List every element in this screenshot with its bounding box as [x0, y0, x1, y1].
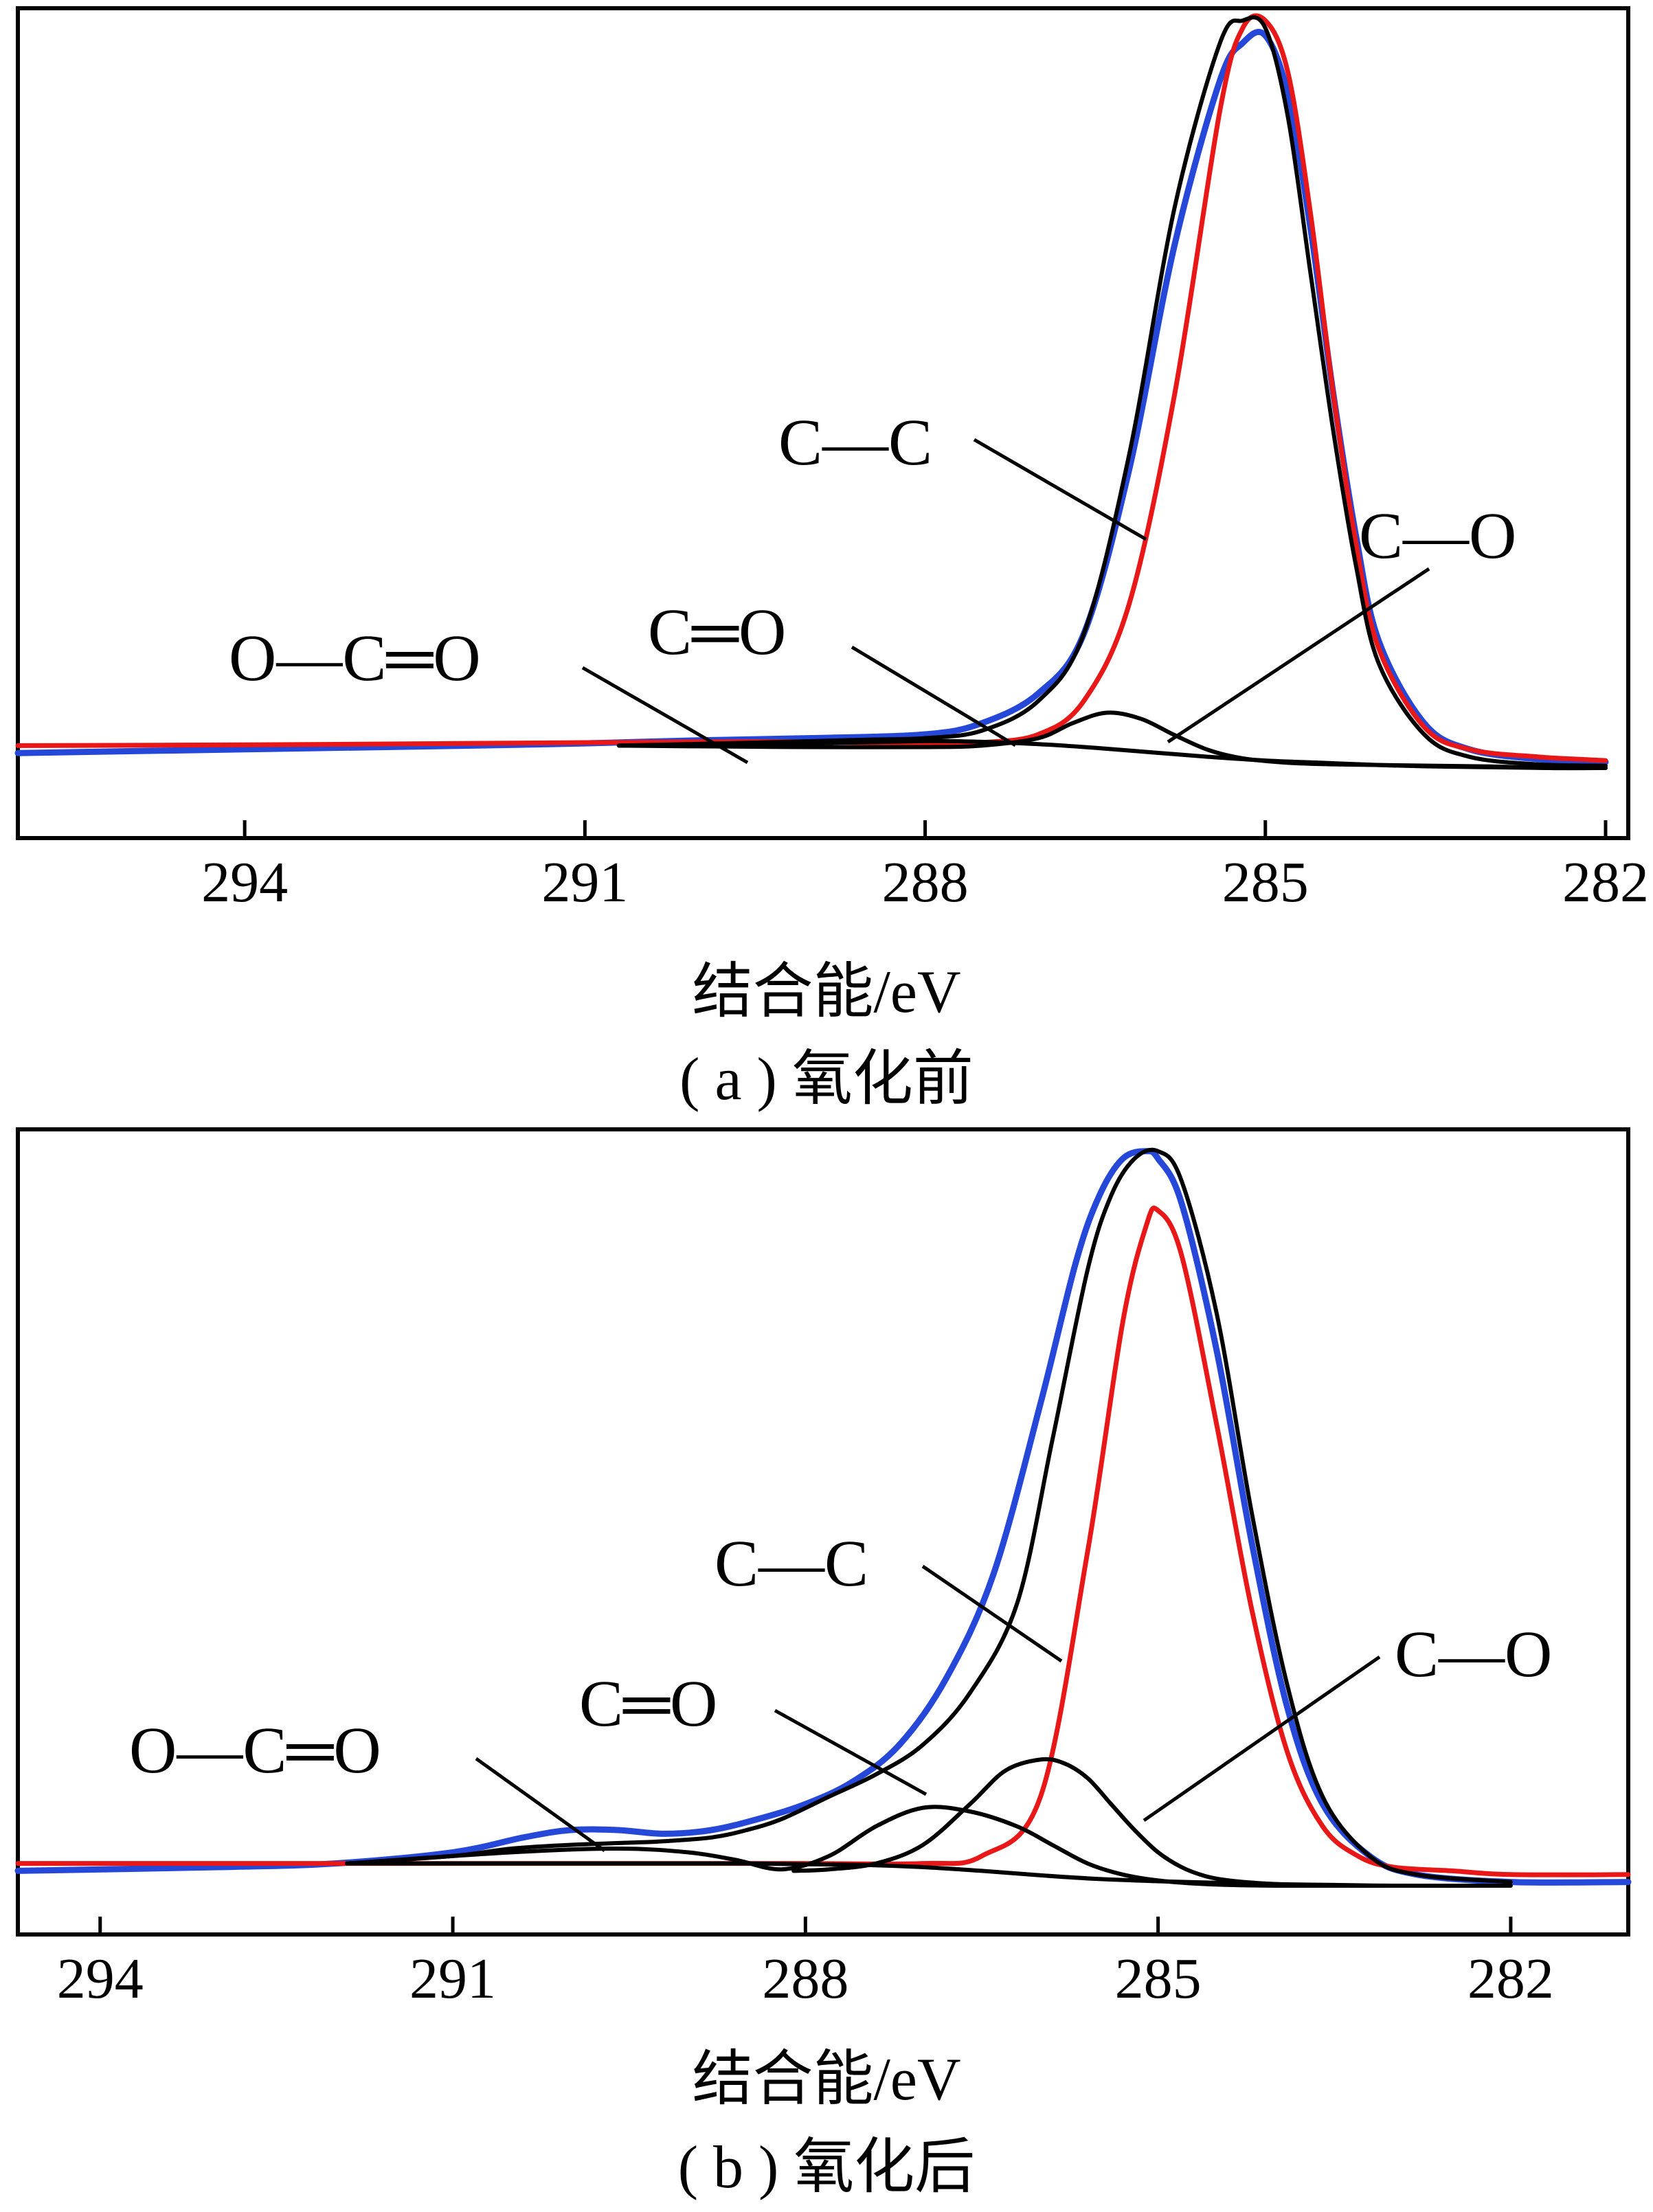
annotation-c-c-a: C—C: [778, 405, 932, 479]
annotation-c-o-a: C—O: [1359, 499, 1516, 572]
series-line-b-0: [14, 1148, 1632, 1886]
x-axis-label-b: 结合能/eV: [692, 2046, 960, 2113]
leader-o-c-dbl-o-a: [581, 666, 749, 765]
x-tick-label-288: 288: [882, 850, 969, 914]
leader-c-dbl-o-a: [851, 645, 1017, 747]
annotations-b: C—C C—O C═O O—C═O: [129, 1526, 1552, 1853]
x-tick-label-285: 285: [1115, 1947, 1202, 2011]
caption-b: ( b ) 氧化后: [678, 2134, 976, 2201]
annotation-c-dbl-o-b: C═O: [579, 1667, 717, 1740]
caption-a: ( a ) 氧化前: [679, 1046, 974, 1113]
x-tick-label-288: 288: [762, 1947, 848, 2011]
plot-frame-a: [16, 6, 1630, 840]
annotation-c-dbl-o-a: C═O: [648, 595, 786, 668]
annotation-c-c-b: C—C: [715, 1526, 868, 1600]
x-tick-label-291: 291: [409, 1947, 496, 2011]
curves-a: [14, 13, 1609, 771]
leader-c-c-a: [973, 438, 1147, 541]
x-tick-label-294: 294: [57, 1947, 144, 2011]
x-tick-label-282: 282: [1562, 850, 1649, 914]
series-line-a-1: [15, 13, 1608, 763]
x-tick-label-285: 285: [1222, 850, 1309, 914]
x-tick-label-294: 294: [201, 850, 288, 914]
leader-c-o-a: [1167, 567, 1430, 744]
annotations-a: C—C C—O C═O O—C═O: [229, 405, 1516, 765]
x-ticks-a: 294 291 288 285 282: [201, 820, 1649, 914]
annotation-o-c-dbl-o-a: O—C═O: [229, 621, 481, 695]
plot-frame-b: [16, 1127, 1630, 1937]
annotation-o-c-dbl-o-b: O—C═O: [129, 1713, 381, 1787]
curves-b: [14, 1147, 1632, 1888]
series-line-b-3: [345, 1805, 1395, 1888]
x-axis-label-a: 结合能/eV: [692, 959, 960, 1026]
series-line-b-5: [345, 1861, 1513, 1888]
x-ticks-b: 294 291 288 285 282: [57, 1917, 1554, 2011]
x-tick-label-291: 291: [541, 850, 628, 914]
leader-c-c-b: [921, 1564, 1063, 1663]
series-line-a-2: [616, 15, 1608, 768]
series-line-a-4: [616, 738, 1608, 771]
annotation-c-o-b: C—O: [1395, 1617, 1552, 1691]
leader-c-dbl-o-b: [774, 1708, 927, 1796]
x-tick-label-282: 282: [1468, 1947, 1554, 2011]
series-line-b-2: [345, 1147, 1513, 1884]
leader-c-o-b: [1143, 1655, 1381, 1822]
chart-panel-a: 294 291 288 285 282 C—C C—O C═O O—C═O 结合能/eV…: [14, 6, 1649, 1113]
chart-panel-b: 294 291 288 285 282 C—C C—O C═O O—C═O 结合能/eV…: [14, 1127, 1632, 2201]
leader-o-c-dbl-o-b: [475, 1757, 606, 1853]
